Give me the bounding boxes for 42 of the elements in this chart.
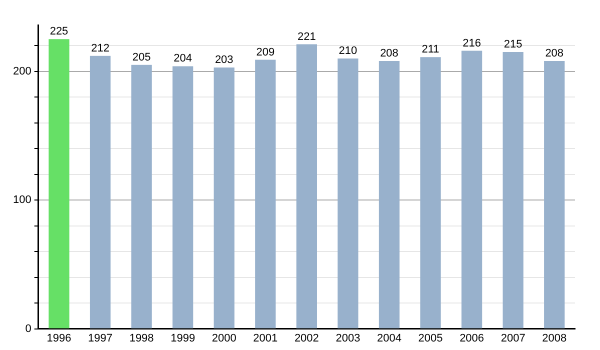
data-label: 216 xyxy=(462,37,481,50)
bar xyxy=(172,66,194,328)
bar xyxy=(131,64,152,328)
x-tick-label: 2005 xyxy=(418,332,443,344)
x-tick-label: 2001 xyxy=(253,332,278,344)
x-tick-label: 1996 xyxy=(46,332,72,344)
data-label: 208 xyxy=(545,48,564,60)
x-tick-label: 2006 xyxy=(460,332,484,344)
bar xyxy=(48,39,70,328)
data-label: 215 xyxy=(504,38,522,51)
x-tick-label: 2002 xyxy=(294,332,319,344)
bar xyxy=(461,50,482,328)
bar xyxy=(378,61,400,328)
data-label: 225 xyxy=(50,26,68,38)
x-tick-label: 1998 xyxy=(129,332,154,344)
data-label: 212 xyxy=(91,42,110,54)
x-tick-label: 2004 xyxy=(376,332,402,344)
bar xyxy=(90,56,111,328)
x-tick-label: 1997 xyxy=(88,332,113,344)
y-tick-label: 200 xyxy=(12,65,32,78)
data-label: 210 xyxy=(338,45,358,57)
x-tick-label: 2007 xyxy=(500,332,526,344)
data-label: 209 xyxy=(256,46,275,58)
y-tick-label: 0 xyxy=(25,322,32,335)
bar xyxy=(544,61,565,328)
data-label: 221 xyxy=(297,30,316,43)
bar xyxy=(502,52,524,328)
bar xyxy=(255,60,276,328)
x-tick-label: 1999 xyxy=(170,332,196,344)
x-tick-label: 2008 xyxy=(542,332,567,344)
y-tick-label: 100 xyxy=(12,194,32,206)
x-tick-label: 2003 xyxy=(336,332,360,344)
bar xyxy=(420,57,441,328)
data-label: 203 xyxy=(214,54,234,66)
bar xyxy=(296,44,317,328)
x-tick-label: 2000 xyxy=(212,332,236,344)
data-label: 205 xyxy=(132,51,151,64)
data-label: 211 xyxy=(422,44,440,56)
data-label: 204 xyxy=(174,52,192,65)
data-label: 208 xyxy=(380,48,398,60)
bar xyxy=(338,58,358,328)
bar xyxy=(214,67,234,328)
